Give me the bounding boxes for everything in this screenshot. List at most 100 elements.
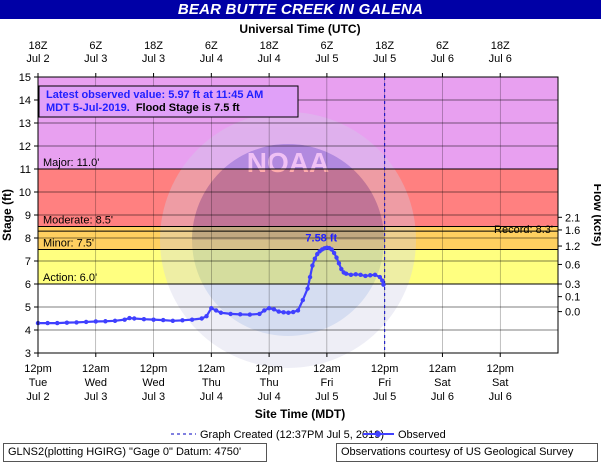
observed-point: [312, 256, 318, 261]
observed-point: [310, 263, 315, 268]
observed-point: [368, 273, 373, 278]
top-tick-date: Jul 5: [373, 53, 396, 65]
threshold-action-label: Action: 6.0': [43, 272, 97, 284]
y-tick-label: 14: [19, 95, 31, 107]
info-line-2b: Flood Stage is 7.5 ft: [136, 102, 240, 114]
flow-tick-label: 2.1: [565, 212, 580, 224]
x-tick-day: Thu: [202, 377, 221, 389]
top-tick-hour: 18Z: [144, 40, 163, 52]
threshold-minor-label: Minor: 7.5': [43, 238, 94, 250]
y-tick-label: 8: [25, 233, 31, 245]
x-tick-time: 12pm: [371, 363, 399, 375]
top-tick-hour: 18Z: [491, 40, 510, 52]
x-tick-date: Jul 6: [489, 391, 512, 403]
observed-point: [377, 274, 383, 280]
top-tick-hour: 18Z: [29, 40, 48, 52]
flow-tick-label: 0.0: [565, 307, 580, 319]
legend: Graph Created (12:37PM Jul 5, 2019) Obse…: [171, 429, 446, 441]
y-tick-label: 11: [20, 164, 31, 176]
x-axis-title: Site Time (MDT): [255, 407, 345, 421]
record-label: Record: 8.3': [494, 224, 553, 236]
observed-point: [132, 316, 137, 321]
x-tick-date: Jul 3: [142, 391, 165, 403]
x-tick-day: Thu: [260, 377, 279, 389]
observed-point: [112, 318, 118, 323]
y-tick-label: 3: [25, 348, 31, 360]
y-axis-title: Stage (ft): [0, 189, 14, 241]
observed-point: [381, 282, 386, 287]
observed-point: [276, 309, 281, 314]
y-tick-label: 6: [25, 279, 31, 291]
observed-point: [348, 272, 354, 277]
observed-point: [127, 315, 132, 321]
top-axis-title: Universal Time (UTC): [239, 22, 360, 36]
x-tick-date: Jul 3: [84, 391, 107, 403]
observed-point: [93, 319, 98, 324]
observed-point: [336, 261, 342, 266]
y-tick-label: 7: [25, 256, 31, 268]
flow-tick-label: 1.6: [565, 225, 580, 237]
threshold-moderate-label: Moderate: 8.5': [43, 215, 113, 227]
observed-series: 7.58 ft: [35, 233, 386, 326]
observed-point: [228, 311, 233, 317]
observed-point: [257, 311, 262, 317]
x-tick-day: Wed: [142, 377, 164, 389]
observed-point: [262, 308, 267, 313]
y-tick-label: 9: [25, 210, 31, 222]
top-tick-hour: 6Z: [89, 40, 102, 52]
top-tick-date: Jul 5: [315, 53, 338, 65]
x-tick-time: 12pm: [255, 363, 283, 375]
y-tick-label: 13: [19, 118, 31, 130]
observed-point: [55, 320, 60, 326]
x-tick-date: Jul 4: [200, 391, 223, 403]
chart-title: BEAR BUTTE CREEK IN GALENA: [177, 1, 424, 18]
top-tick-hour: 6Z: [320, 40, 333, 52]
top-tick-date: Jul 4: [257, 53, 280, 65]
observed-point: [180, 318, 185, 323]
top-tick-hour: 6Z: [436, 40, 449, 52]
footer-attribution: Observations courtesy of US Geological S…: [336, 443, 598, 462]
top-tick-date: Jul 3: [142, 53, 165, 65]
observed-point: [83, 319, 89, 325]
observed-point: [266, 305, 272, 311]
observed-point: [363, 273, 368, 279]
observed-point: [204, 314, 209, 319]
x-tick-time: 12am: [313, 363, 341, 375]
peak-label: 7.58 ft: [305, 233, 337, 245]
band-action: [38, 249, 558, 284]
top-tick-date: Jul 2: [26, 53, 49, 65]
observed-point: [151, 317, 156, 322]
threshold-lines: Major: 11.0' Moderate: 8.5' Minor: 7.5' Act…: [38, 77, 558, 353]
axes: 3 4 5 6 7 8 9 10 11 12 13 14 15 Stage (ft) 0.0 0.10.3 0.…: [0, 22, 601, 421]
flow-tick-label: 0.3: [565, 279, 580, 291]
title-bar: BEAR BUTTE CREEK IN GALENA: [0, 0, 601, 19]
x-tick-day: Tue: [29, 377, 48, 389]
observed-point: [238, 312, 243, 317]
observed-point: [281, 310, 286, 315]
flow-tick-label: 0.6: [565, 259, 580, 271]
x-tick-day: Fri: [320, 377, 333, 389]
observed-point: [64, 320, 70, 325]
observed-point: [160, 317, 166, 323]
observed-point: [209, 305, 214, 311]
observed-legend-marker: [375, 431, 381, 437]
observed-point: [290, 309, 296, 315]
y-tick-label: 5: [25, 302, 31, 314]
info-box: Latest observed value: 5.97 ft at 11:45 …: [38, 85, 299, 118]
footer-attribution-text: Observations courtesy of US Geological S…: [341, 446, 574, 458]
top-tick-hour: 18Z: [260, 40, 279, 52]
footer-datum: GLNS2(plotting HGIRG) "Gage 0" Datum: 47…: [3, 443, 267, 462]
observed-point: [247, 312, 253, 317]
flow-tick-label: 1.2: [565, 241, 580, 253]
x-tick-day: Fri: [378, 377, 391, 389]
observed-point: [45, 320, 50, 326]
x-tick-date: Jul 6: [431, 391, 454, 403]
info-line-1: Latest observed value: 5.97 ft at 11:45 …: [46, 89, 263, 101]
top-tick-hour: 18Z: [375, 40, 394, 52]
observed-point: [122, 317, 127, 322]
x-tick-date: Jul 2: [26, 391, 49, 403]
observed-point: [334, 255, 339, 260]
y-tick-label: 10: [19, 187, 31, 199]
